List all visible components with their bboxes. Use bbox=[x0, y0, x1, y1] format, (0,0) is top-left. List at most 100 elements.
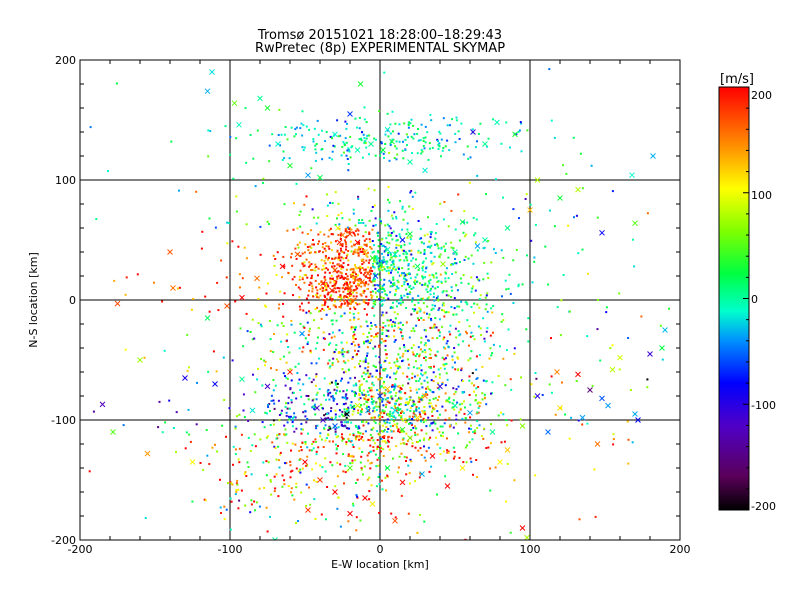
data-point-x-marker bbox=[99, 401, 106, 408]
data-point bbox=[420, 429, 423, 432]
data-point-x-marker bbox=[314, 405, 320, 411]
data-point bbox=[364, 393, 367, 396]
data-point bbox=[450, 296, 453, 298]
data-point bbox=[245, 161, 248, 164]
data-point bbox=[406, 136, 409, 139]
data-point bbox=[425, 335, 428, 338]
data-point bbox=[437, 329, 440, 332]
data-point bbox=[443, 304, 446, 307]
data-point bbox=[357, 431, 360, 433]
data-point bbox=[310, 229, 313, 232]
data-point bbox=[387, 428, 390, 430]
data-point bbox=[400, 246, 403, 249]
x-marker-stroke bbox=[534, 393, 541, 399]
data-point bbox=[423, 249, 426, 251]
data-point bbox=[344, 137, 347, 140]
data-point bbox=[418, 398, 421, 401]
data-point-x-marker bbox=[599, 229, 605, 236]
data-point bbox=[264, 411, 267, 414]
data-point bbox=[311, 243, 314, 246]
data-point bbox=[357, 427, 359, 430]
data-point bbox=[340, 267, 343, 270]
data-point bbox=[394, 372, 397, 375]
data-point bbox=[371, 428, 374, 431]
data-point bbox=[348, 150, 351, 153]
x-marker-stroke bbox=[587, 387, 593, 393]
data-point bbox=[573, 216, 575, 219]
data-point bbox=[322, 407, 324, 410]
data-point bbox=[425, 387, 428, 390]
data-point bbox=[442, 147, 445, 149]
data-point bbox=[360, 258, 363, 261]
data-point bbox=[430, 465, 433, 468]
data-point bbox=[309, 503, 312, 506]
data-point bbox=[269, 480, 272, 483]
data-point bbox=[376, 262, 379, 265]
data-point bbox=[345, 287, 348, 290]
data-point bbox=[512, 259, 515, 262]
data-point bbox=[362, 378, 365, 380]
data-point bbox=[442, 245, 445, 248]
data-point bbox=[412, 327, 415, 330]
data-point bbox=[436, 493, 438, 496]
data-point bbox=[341, 349, 344, 352]
data-point bbox=[343, 251, 346, 254]
data-point bbox=[415, 407, 418, 410]
data-point bbox=[449, 424, 452, 427]
data-point bbox=[207, 129, 210, 132]
data-point bbox=[295, 182, 298, 185]
x-marker-stroke bbox=[344, 411, 350, 417]
data-point bbox=[426, 305, 429, 308]
data-point bbox=[376, 445, 379, 448]
data-point bbox=[323, 309, 325, 312]
data-point bbox=[336, 275, 339, 278]
data-point bbox=[278, 303, 281, 306]
data-point bbox=[419, 439, 421, 442]
data-point bbox=[330, 407, 333, 410]
data-point bbox=[405, 252, 408, 255]
data-point bbox=[321, 246, 324, 249]
data-point bbox=[415, 388, 418, 391]
data-point bbox=[440, 247, 443, 250]
data-point bbox=[375, 258, 378, 261]
data-point bbox=[535, 377, 538, 380]
data-point bbox=[377, 251, 380, 254]
data-point bbox=[373, 284, 376, 287]
x-marker-stroke bbox=[239, 376, 245, 383]
data-point bbox=[341, 217, 344, 220]
data-point bbox=[393, 372, 396, 375]
data-point bbox=[445, 290, 448, 293]
data-point bbox=[447, 397, 450, 400]
data-point bbox=[373, 257, 376, 260]
data-point bbox=[377, 273, 380, 276]
data-point bbox=[385, 262, 388, 265]
data-point bbox=[387, 269, 390, 272]
data-point-x-marker bbox=[189, 459, 196, 465]
data-point bbox=[310, 263, 313, 266]
data-point bbox=[411, 300, 414, 303]
data-point-x-marker bbox=[579, 414, 586, 421]
data-point bbox=[301, 276, 304, 279]
data-point-x-marker bbox=[422, 167, 428, 174]
data-point bbox=[411, 308, 414, 310]
data-point bbox=[367, 271, 369, 274]
data-point bbox=[309, 264, 311, 267]
data-point bbox=[378, 290, 381, 293]
data-point bbox=[477, 325, 480, 328]
data-point bbox=[346, 301, 349, 304]
data-point bbox=[384, 133, 387, 136]
data-point bbox=[231, 359, 234, 362]
data-point bbox=[377, 378, 380, 381]
data-point bbox=[417, 346, 420, 349]
data-point bbox=[373, 278, 376, 281]
data-point bbox=[380, 238, 383, 241]
data-point bbox=[389, 291, 392, 294]
data-point bbox=[381, 400, 384, 403]
data-point-x-marker bbox=[459, 219, 466, 225]
data-point bbox=[304, 337, 307, 340]
data-point bbox=[350, 228, 353, 231]
data-point-x-marker bbox=[377, 393, 383, 399]
data-point bbox=[502, 256, 505, 259]
data-point bbox=[346, 253, 349, 256]
data-point bbox=[187, 408, 190, 411]
